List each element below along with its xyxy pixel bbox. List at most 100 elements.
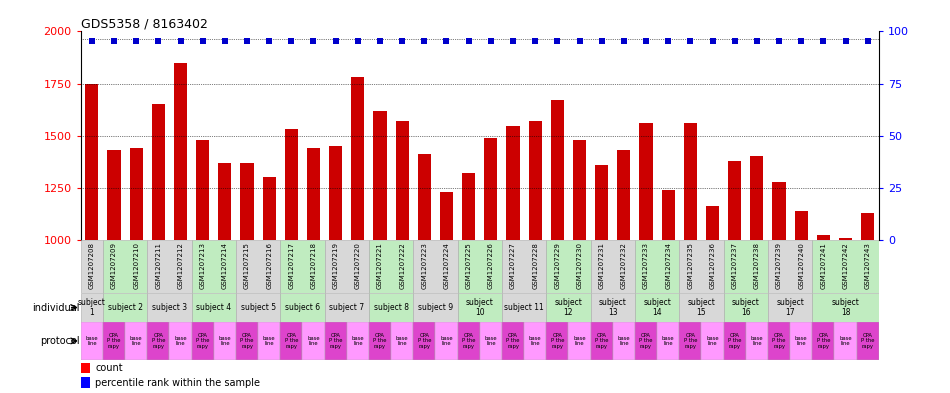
Text: subject 5: subject 5 bbox=[240, 303, 276, 312]
Bar bbox=[103, 322, 125, 360]
Text: subject 9: subject 9 bbox=[418, 303, 453, 312]
Bar bbox=[81, 377, 90, 387]
Bar bbox=[81, 362, 90, 373]
Bar bbox=[280, 240, 325, 293]
Bar bbox=[369, 322, 391, 360]
Point bbox=[372, 38, 388, 44]
Text: CPA
P the
rapy: CPA P the rapy bbox=[373, 332, 387, 349]
Text: GSM1207228: GSM1207228 bbox=[532, 242, 538, 289]
Bar bbox=[635, 322, 657, 360]
Point bbox=[195, 38, 210, 44]
Bar bbox=[302, 322, 325, 360]
Text: CPA
P the
rapy: CPA P the rapy bbox=[639, 332, 653, 349]
Text: CPA
P the
rapy: CPA P the rapy bbox=[107, 332, 121, 349]
Bar bbox=[107, 150, 121, 240]
Text: base
line: base line bbox=[750, 336, 763, 346]
Text: base
line: base line bbox=[618, 336, 630, 346]
Text: base
line: base line bbox=[218, 336, 231, 346]
Text: base
line: base line bbox=[130, 336, 142, 346]
Bar bbox=[147, 322, 169, 360]
Text: base
line: base line bbox=[307, 336, 320, 346]
Point bbox=[461, 38, 476, 44]
Bar bbox=[192, 322, 214, 360]
Bar bbox=[81, 293, 103, 322]
Text: subject
18: subject 18 bbox=[831, 298, 860, 317]
Text: GSM1207233: GSM1207233 bbox=[643, 242, 649, 289]
Point bbox=[683, 38, 698, 44]
Point bbox=[617, 38, 632, 44]
Bar bbox=[546, 293, 591, 322]
Point bbox=[638, 38, 654, 44]
Point bbox=[594, 38, 609, 44]
Text: CPA
P the
rapy: CPA P the rapy bbox=[817, 332, 830, 349]
Bar bbox=[373, 110, 387, 240]
Bar bbox=[258, 322, 280, 360]
Bar bbox=[790, 322, 812, 360]
Bar bbox=[413, 293, 458, 322]
Bar bbox=[568, 322, 591, 360]
Bar bbox=[218, 163, 232, 240]
Text: subject 8: subject 8 bbox=[373, 303, 408, 312]
Bar bbox=[236, 322, 258, 360]
Text: CPA
P the
rapy: CPA P the rapy bbox=[240, 332, 254, 349]
Text: GSM1207222: GSM1207222 bbox=[399, 242, 405, 289]
Bar bbox=[103, 240, 147, 293]
Text: subject 2: subject 2 bbox=[107, 303, 142, 312]
Point bbox=[85, 38, 100, 44]
Text: GSM1207217: GSM1207217 bbox=[289, 242, 294, 289]
Text: CPA
P the
rapy: CPA P the rapy bbox=[152, 332, 165, 349]
Bar bbox=[772, 182, 786, 240]
Bar bbox=[524, 322, 546, 360]
Text: base
line: base line bbox=[484, 336, 497, 346]
Point bbox=[727, 38, 742, 44]
Text: subject
10: subject 10 bbox=[466, 298, 494, 317]
Text: CPA
P the
rapy: CPA P the rapy bbox=[506, 332, 520, 349]
Bar bbox=[147, 293, 192, 322]
Bar bbox=[236, 293, 280, 322]
Text: GSM1207238: GSM1207238 bbox=[754, 242, 760, 289]
Bar bbox=[152, 104, 165, 240]
Bar bbox=[285, 129, 298, 240]
Text: base
line: base line bbox=[839, 336, 852, 346]
Text: GSM1207239: GSM1207239 bbox=[776, 242, 782, 289]
Bar bbox=[280, 293, 325, 322]
Text: base
line: base line bbox=[86, 336, 98, 346]
Bar bbox=[546, 322, 568, 360]
Point bbox=[527, 38, 542, 44]
Bar bbox=[768, 240, 812, 293]
Text: GSM1207213: GSM1207213 bbox=[200, 242, 205, 289]
Bar bbox=[81, 240, 103, 293]
Text: GSM1207237: GSM1207237 bbox=[732, 242, 737, 289]
Bar bbox=[528, 121, 542, 240]
Bar bbox=[679, 240, 724, 293]
Bar bbox=[196, 140, 209, 240]
Text: subject 3: subject 3 bbox=[152, 303, 187, 312]
Bar bbox=[794, 211, 808, 240]
Text: GSM1207211: GSM1207211 bbox=[156, 242, 162, 289]
Bar bbox=[613, 322, 635, 360]
Text: GSM1207235: GSM1207235 bbox=[688, 242, 694, 289]
Bar bbox=[768, 322, 790, 360]
Text: CPA
P the
rapy: CPA P the rapy bbox=[772, 332, 786, 349]
Text: GDS5358 / 8163402: GDS5358 / 8163402 bbox=[81, 17, 208, 30]
Text: base
line: base line bbox=[573, 336, 586, 346]
Bar bbox=[657, 322, 679, 360]
Text: subject 11: subject 11 bbox=[504, 303, 544, 312]
Point bbox=[106, 38, 122, 44]
Bar bbox=[502, 322, 524, 360]
Text: GSM1207229: GSM1207229 bbox=[555, 242, 560, 289]
Text: GSM1207208: GSM1207208 bbox=[89, 242, 95, 289]
Point bbox=[306, 38, 321, 44]
Bar bbox=[573, 140, 586, 240]
Bar bbox=[103, 293, 147, 322]
Text: CPA
P the
rapy: CPA P the rapy bbox=[196, 332, 209, 349]
Text: CPA
P the
rapy: CPA P the rapy bbox=[684, 332, 697, 349]
Bar bbox=[325, 293, 369, 322]
Bar bbox=[192, 293, 236, 322]
Bar bbox=[591, 322, 613, 360]
Bar bbox=[635, 240, 679, 293]
Bar bbox=[458, 293, 502, 322]
Text: base
line: base line bbox=[440, 336, 453, 346]
Bar bbox=[325, 240, 369, 293]
Point bbox=[505, 38, 521, 44]
